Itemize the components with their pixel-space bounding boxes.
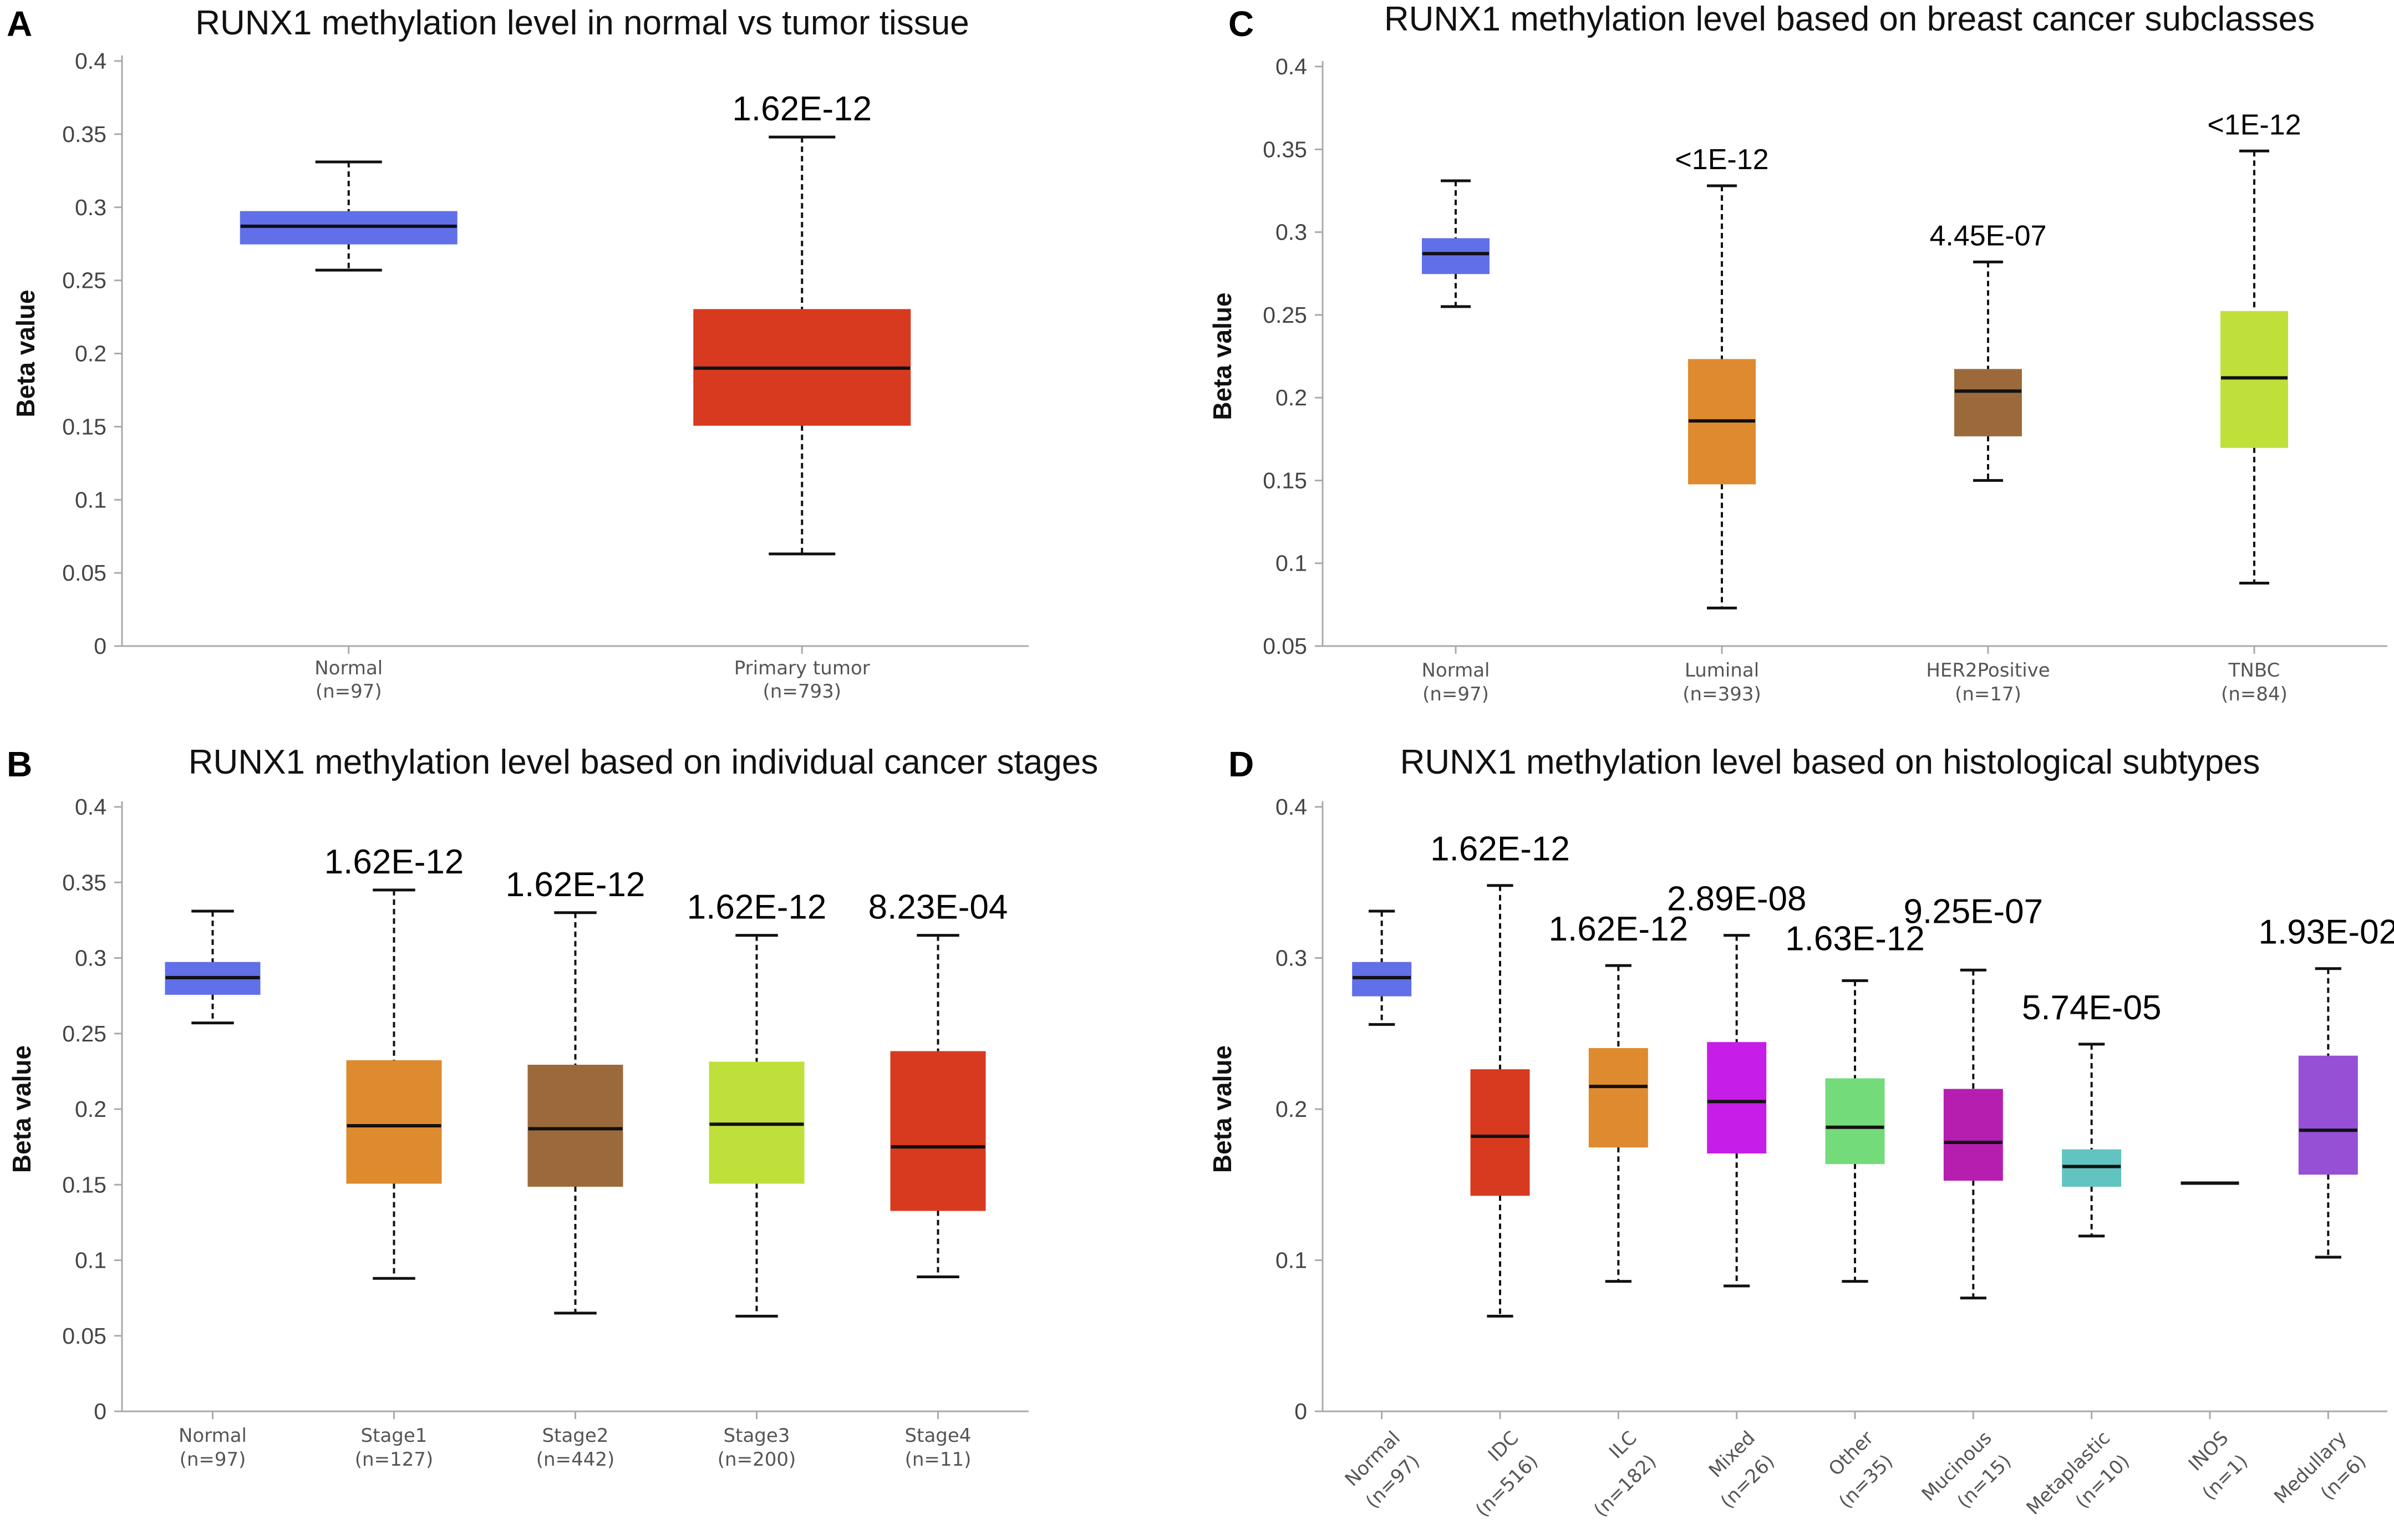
x-tick-label-b-stage1: Stage1 [361,1425,428,1447]
x-tick-label-c-luminal: Luminal [1685,659,1759,682]
y-tick-label-b: 0.4 [75,794,106,820]
y-tick-label-d: 0.1 [1275,1248,1307,1273]
p-value-label-b-stage2: 1.62E-12 [506,866,645,904]
y-tick-label-b: 0.05 [62,1323,106,1349]
p-value-label-d-other: 1.63E-12 [1785,919,1925,958]
y-tick-label-a: 0.35 [62,121,106,147]
y-tick-label-a: 0 [94,633,106,659]
x-tick-count-b-stage4: (n=11) [905,1448,972,1471]
y-tick-label-b: 0 [94,1399,106,1424]
y-tick-label-c: 0.1 [1275,551,1307,576]
y-tick-label-a: 0.15 [62,414,106,439]
panel-letter-d: D [1228,744,1254,784]
p-value-label-d-medullary: 1.93E-02 [2259,913,2394,952]
x-tick-count-b-normal: (n=97) [180,1448,246,1471]
p-value-label-c-luminal: <1E-12 [1675,144,1768,176]
y-tick-label-c: 0.3 [1275,220,1307,245]
p-value-label-d-mixed: 2.89E-08 [1667,880,1807,918]
p-value-label-c-tnbc: <1E-12 [2207,109,2301,141]
x-tick-count-c-normal: (n=97) [1422,683,1489,705]
chart-title-b: RUNX1 methylation level based on individ… [189,743,1098,781]
x-tick-label-c-normal: Normal [1421,659,1490,682]
x-tick-label-c-tnbc: TNBC [2228,659,2280,682]
p-value-label-d-metaplastic: 5.74E-05 [2022,989,2162,1027]
y-tick-label-a: 0.2 [75,341,106,367]
y-tick-label-a: 0.25 [62,268,106,293]
y-axis-label-d: Beta value [1208,1045,1237,1173]
x-tick-label-c-her2positive: HER2Positive [1926,659,2050,682]
x-tick-count-b-stage3: (n=200) [718,1448,796,1471]
y-axis-label-c: Beta value [1208,292,1237,420]
chart-title-a: RUNX1 methylation level in normal vs tum… [195,4,969,42]
x-tick-count-b-stage1: (n=127) [355,1448,433,1471]
panel-letter-b: B [7,744,32,784]
y-tick-label-a: 0.1 [75,487,106,512]
y-axis-label-a: Beta value [11,289,40,417]
y-tick-label-c: 0.15 [1263,467,1307,493]
x-tick-count-b-stage2: (n=442) [536,1448,614,1471]
p-value-label-d-ilc: 1.62E-12 [1549,910,1689,948]
y-tick-label-c: 0.05 [1263,633,1307,659]
box-d-other [1825,1078,1885,1165]
y-tick-label-c: 0.35 [1263,136,1307,162]
y-tick-label-a: 0.3 [75,195,106,220]
y-tick-label-d: 0.3 [1275,946,1307,971]
panel-letter-c: C [1228,4,1254,44]
box-b-stage4 [890,1051,986,1211]
box-d-ilc [1588,1048,1648,1148]
x-tick-count-c-tnbc: (n=84) [2221,683,2288,705]
box-d-idc [1470,1069,1530,1196]
box-c-normal [1422,238,1490,275]
y-axis-label-b: Beta value [7,1045,36,1173]
y-tick-label-d: 0.2 [1275,1096,1307,1122]
y-tick-label-d: 0 [1294,1399,1307,1424]
box-d-medullary [2298,1055,2358,1175]
p-value-label-b-stage3: 1.62E-12 [687,888,827,927]
y-tick-label-c: 0.2 [1275,385,1307,410]
x-tick-label-b-normal: Normal [179,1425,247,1447]
chart-title-c: RUNX1 methylation level based on breast … [1384,0,2315,38]
x-tick-count-a-normal: (n=97) [316,680,382,703]
x-tick-label-a-primary-tumor: Primary tumor [734,657,870,679]
y-tick-label-c: 0.4 [1275,54,1307,79]
box-b-stage1 [346,1060,442,1184]
p-value-label-d-mucinous: 9.25E-07 [1904,892,2044,931]
p-value-label-d-idc: 1.62E-12 [1430,830,1570,868]
x-tick-count-c-luminal: (n=393) [1683,683,1761,705]
x-tick-label-b-stage4: Stage4 [905,1425,972,1447]
y-tick-label-b: 0.3 [75,946,106,971]
box-c-her2positive [1954,369,2022,436]
y-tick-label-b: 0.1 [75,1248,106,1273]
p-value-label-c-her2positive: 4.45E-07 [1929,220,2046,252]
y-tick-label-c: 0.25 [1263,302,1307,328]
x-tick-label-b-stage3: Stage3 [724,1425,790,1447]
panel-letter-a: A [7,4,32,44]
p-value-label-b-stage4: 8.23E-04 [868,888,1008,927]
y-tick-label-a: 0.05 [62,560,106,586]
x-tick-count-a-primary-tumor: (n=793) [763,680,841,703]
chart-title-d: RUNX1 methylation level based on histolo… [1400,743,2260,781]
x-tick-label-b-stage2: Stage2 [542,1425,609,1447]
box-d-mucinous [1943,1089,2003,1181]
p-value-label-b-stage1: 1.62E-12 [324,843,464,881]
x-tick-count-c-her2positive: (n=17) [1955,683,2021,705]
p-value-label-a-primary-tumor: 1.62E-12 [732,90,872,128]
box-b-stage2 [527,1064,623,1187]
y-tick-label-d: 0.4 [1275,794,1307,820]
x-tick-label-a-normal: Normal [314,657,383,679]
box-d-mixed [1707,1042,1767,1154]
y-tick-label-b: 0.2 [75,1096,106,1122]
y-tick-label-b: 0.15 [62,1172,106,1197]
y-tick-label-b: 0.35 [62,870,106,895]
y-tick-label-a: 0.4 [75,48,106,74]
y-tick-label-b: 0.25 [62,1021,106,1046]
